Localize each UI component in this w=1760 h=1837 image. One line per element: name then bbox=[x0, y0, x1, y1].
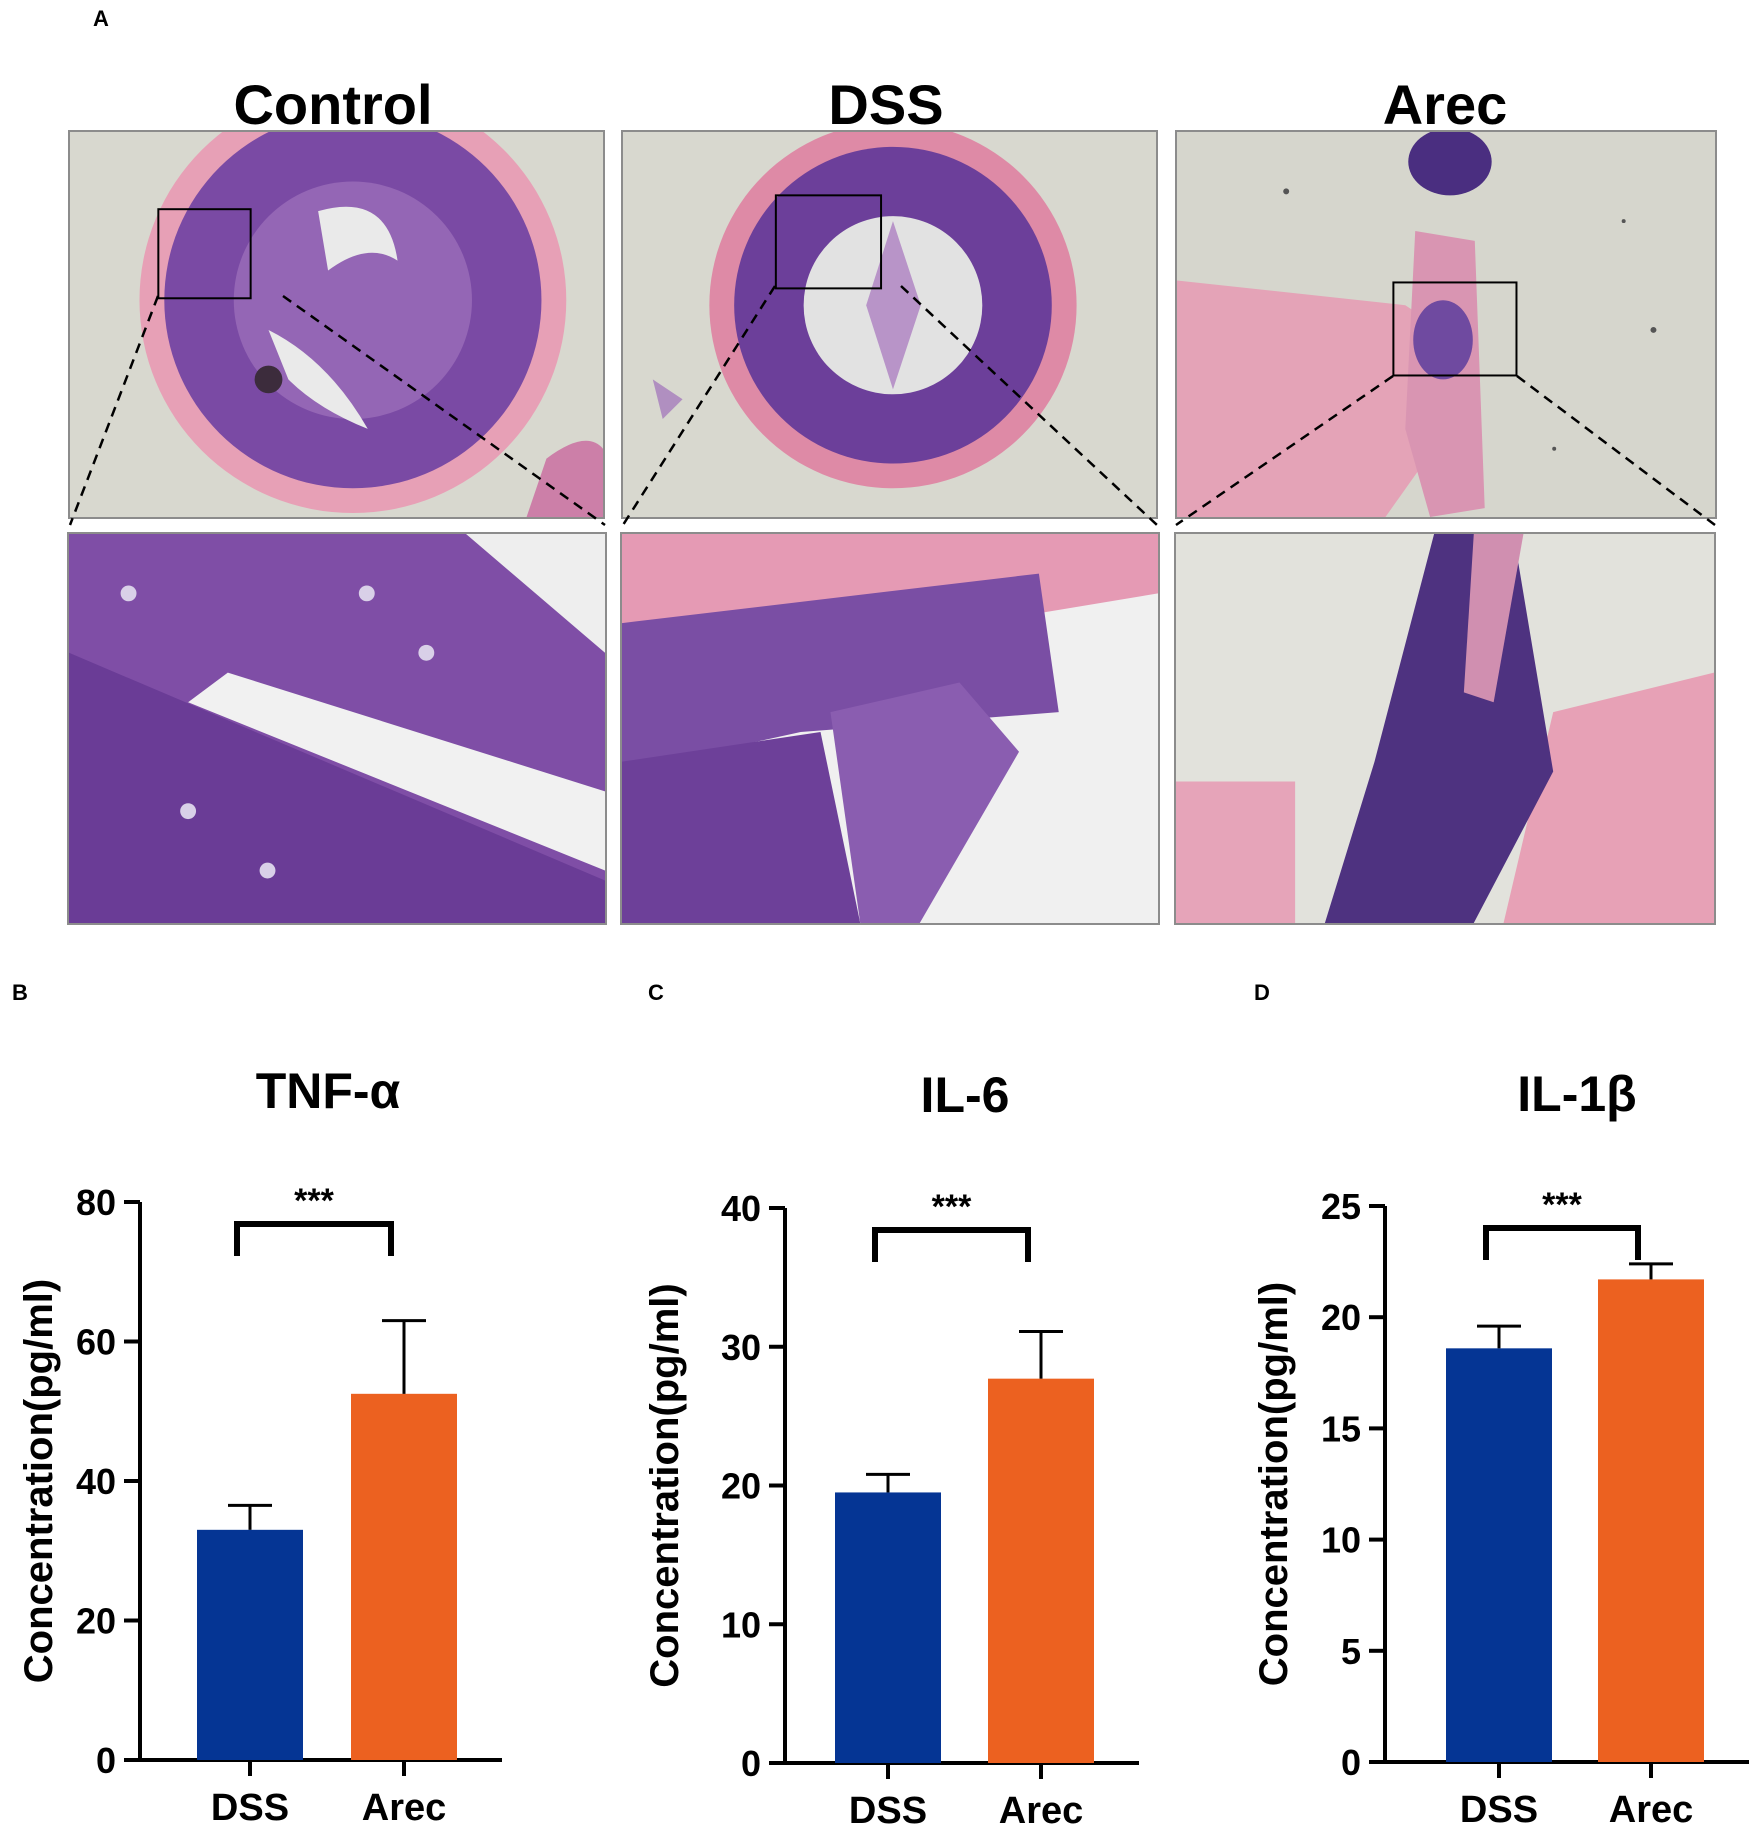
y-tick-label: 60 bbox=[76, 1322, 116, 1363]
zoom-line-arec-right bbox=[1516, 375, 1716, 526]
y-tick-label: 0 bbox=[1341, 1742, 1361, 1783]
chart-title: IL-6 bbox=[921, 1067, 1010, 1123]
y-tick-label: 0 bbox=[741, 1743, 761, 1784]
y-axis-label: Concentration(pg/ml) bbox=[17, 1279, 61, 1683]
significance-label: *** bbox=[1542, 1186, 1582, 1224]
x-tick-label: Arec bbox=[362, 1787, 447, 1829]
bar-arec bbox=[1598, 1279, 1704, 1762]
x-tick-label: DSS bbox=[1460, 1789, 1538, 1831]
group-title-arec: Arec bbox=[1382, 73, 1508, 136]
y-tick-label: 10 bbox=[1321, 1520, 1361, 1561]
micrograph-arec-low bbox=[1175, 130, 1717, 519]
y-tick-label: 80 bbox=[76, 1182, 116, 1223]
significance-bracket bbox=[872, 1227, 1031, 1262]
significance-label: *** bbox=[932, 1188, 972, 1226]
zoom-connectors bbox=[68, 285, 1716, 527]
micrograph-arec-high bbox=[1174, 532, 1716, 925]
micrograph-control-low bbox=[68, 130, 605, 519]
micrograph-dss-high bbox=[620, 532, 1160, 925]
micrograph-dss-low bbox=[621, 130, 1158, 519]
bar-dss bbox=[835, 1492, 941, 1763]
y-tick-label: 15 bbox=[1321, 1408, 1361, 1449]
panel-letter-c: C bbox=[648, 980, 664, 1005]
y-tick-label: 20 bbox=[76, 1601, 116, 1642]
x-tick-label: Arec bbox=[999, 1790, 1084, 1832]
zoom-line-arec-left bbox=[1175, 374, 1394, 527]
y-tick-label: 40 bbox=[76, 1461, 116, 1502]
y-tick-label: 0 bbox=[96, 1740, 116, 1781]
y-axis-label: Concentration(pg/ml) bbox=[643, 1283, 687, 1687]
y-tick-label: 5 bbox=[1341, 1631, 1361, 1672]
y-tick-label: 20 bbox=[1321, 1297, 1361, 1338]
significance-label: *** bbox=[294, 1182, 334, 1220]
significance-bracket bbox=[1483, 1225, 1641, 1260]
y-tick-label: 20 bbox=[721, 1466, 761, 1507]
y-tick-label: 10 bbox=[721, 1604, 761, 1645]
group-title-control: Control bbox=[233, 73, 433, 136]
cytokine-charts: TNF-α Concentration(pg/ml) 0 20 40 60 80 DSS Are… bbox=[17, 1063, 1749, 1832]
x-tick-label: DSS bbox=[849, 1790, 927, 1832]
y-axis-label: Concentration(pg/ml) bbox=[1252, 1282, 1296, 1686]
group-title-dss: DSS bbox=[828, 73, 944, 136]
panel-letter-a: A bbox=[93, 6, 109, 31]
zoom-line-dss-left bbox=[621, 285, 777, 526]
y-tick-label: 40 bbox=[721, 1188, 761, 1229]
x-tick-label: DSS bbox=[211, 1787, 289, 1829]
bar-dss bbox=[197, 1529, 303, 1760]
x-tick-label: Arec bbox=[1609, 1789, 1694, 1831]
chart-title: TNF-α bbox=[256, 1063, 401, 1119]
y-tick-label: 25 bbox=[1321, 1186, 1361, 1227]
bar-arec bbox=[988, 1378, 1094, 1763]
panel-letter-b: B bbox=[12, 980, 28, 1005]
zoom-line-dss-right bbox=[900, 285, 1158, 526]
significance-bracket bbox=[234, 1221, 394, 1256]
zoom-line-control-left bbox=[68, 295, 160, 526]
bar-arec bbox=[351, 1393, 457, 1760]
bar-dss bbox=[1446, 1348, 1552, 1762]
zoom-line-control-right bbox=[282, 294, 606, 527]
panel-letter-d: D bbox=[1254, 980, 1270, 1005]
chart-title: IL-1β bbox=[1517, 1066, 1636, 1122]
micrograph-control-high bbox=[67, 532, 607, 925]
y-tick-label: 30 bbox=[721, 1327, 761, 1368]
